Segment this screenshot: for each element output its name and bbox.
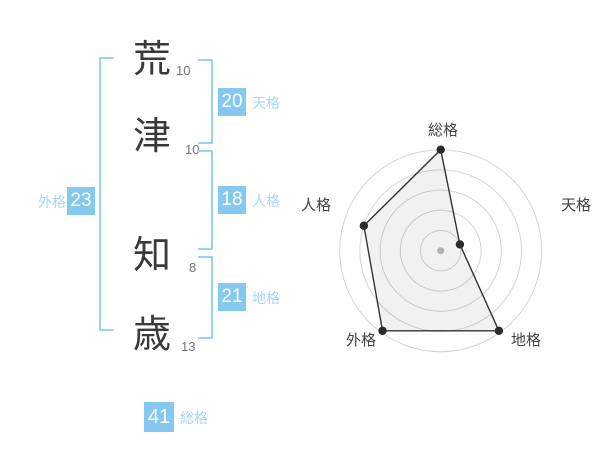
radar-grid-ring bbox=[359, 169, 522, 332]
radar-chart bbox=[339, 145, 543, 353]
radar-data-point bbox=[436, 145, 445, 154]
radar-axis-label-chikaku: 地格 bbox=[510, 332, 541, 349]
radar-grid-ring bbox=[399, 209, 482, 292]
radar-data-point bbox=[359, 221, 369, 230]
name-character-2: 津 bbox=[132, 116, 171, 158]
radar-grid-ring bbox=[379, 189, 502, 312]
soukaku-value-badge: 41 bbox=[144, 402, 174, 432]
jinkaku-value-badge: 18 bbox=[218, 186, 246, 214]
radar-axis-label-jinkaku: 人格 bbox=[300, 197, 331, 214]
stroke-count-1: 10 bbox=[176, 63, 191, 78]
stroke-count-3: 8 bbox=[189, 260, 197, 275]
radar-data-point bbox=[455, 240, 465, 249]
gaikaku-value-badge: 23 bbox=[67, 187, 95, 215]
chikaku-bracket bbox=[198, 256, 213, 339]
radar-center-dot bbox=[437, 247, 445, 255]
radar-data-point bbox=[494, 326, 504, 335]
tenkaku-value-badge: 20 bbox=[218, 88, 246, 116]
name-character-1: 荒 bbox=[132, 39, 171, 81]
soukaku-label: 総格 bbox=[180, 410, 208, 426]
tenkaku-label: 天格 bbox=[252, 95, 280, 111]
jinkaku-label: 人格 bbox=[252, 193, 280, 209]
gaikaku-label: 外格 bbox=[38, 194, 66, 210]
radar-data-polygon bbox=[363, 149, 500, 332]
name-character-3: 知 bbox=[132, 235, 171, 277]
radar-axis-label-soukaku: 総格 bbox=[427, 122, 458, 139]
name-character-4: 歳 bbox=[132, 314, 171, 356]
chikaku-value-badge: 21 bbox=[218, 283, 246, 311]
radar-axis-label-tenkaku: 天格 bbox=[560, 197, 591, 214]
stroke-count-2: 10 bbox=[185, 142, 200, 157]
tenkaku-bracket bbox=[198, 59, 213, 144]
stroke-count-4: 13 bbox=[181, 339, 196, 354]
radar-axis-label-gaikaku: 外格 bbox=[345, 332, 376, 349]
gaikaku-bracket bbox=[99, 57, 114, 331]
chikaku-label: 地格 bbox=[252, 290, 280, 306]
radar-grid-ring bbox=[420, 230, 462, 272]
radar-data-point bbox=[378, 326, 387, 335]
jinkaku-bracket bbox=[198, 150, 213, 250]
